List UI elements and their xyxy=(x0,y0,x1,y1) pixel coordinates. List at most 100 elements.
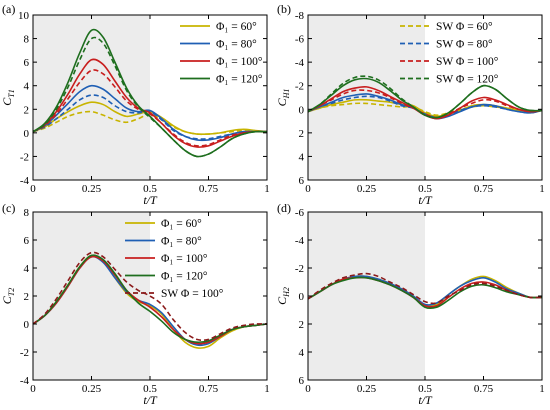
y-tick-label: 2 xyxy=(299,128,305,140)
x-tick-label: 1 xyxy=(539,383,545,395)
y-axis-label: CH2 xyxy=(275,287,291,305)
series-line xyxy=(33,251,267,341)
y-tick-label: 4 xyxy=(299,347,305,359)
legend-label: SW Φ = 60° xyxy=(436,21,493,33)
x-axis-label: t/T xyxy=(418,393,433,407)
y-tick-label: 8 xyxy=(24,207,30,219)
y-tick-label: 2 xyxy=(299,319,305,331)
legend-label: SW Φ = 100° xyxy=(436,56,499,68)
series-line xyxy=(33,254,267,344)
y-axis-label: CT2 xyxy=(0,288,16,304)
y-axis-label: CH1 xyxy=(275,89,291,107)
legend: Φ₁ = 60° Φ₁ = 80° Φ₁ = 100° Φ₁ = 120° SW Φ =… xyxy=(125,218,224,300)
y-axis-label-sub: T2 xyxy=(7,288,16,296)
panel-label: (b) xyxy=(277,2,291,16)
y-tick-label: -2 xyxy=(295,81,304,93)
legend-label: Φ₁ = 100° xyxy=(161,253,208,265)
x-tick-label: 0.5 xyxy=(143,383,157,395)
y-tick-label: -8 xyxy=(295,10,305,22)
series-group xyxy=(308,272,542,310)
y-axis-label: CT1 xyxy=(0,89,16,105)
y-tick-label: 6 xyxy=(24,235,30,247)
series-line xyxy=(308,95,542,119)
series-group xyxy=(33,251,267,349)
legend-label: SW Φ = 120° xyxy=(436,74,499,86)
y-tick-label: -4 xyxy=(20,375,30,387)
series-line xyxy=(33,58,267,148)
series-line xyxy=(308,98,542,118)
x-tick-label: 0 xyxy=(30,383,36,395)
y-tick-label: -2 xyxy=(20,347,29,359)
legend: Φ₁ = 60° Φ₁ = 80° Φ₁ = 100° Φ₁ = 120° xyxy=(180,21,263,86)
x-tick-label: 0 xyxy=(305,183,311,195)
y-tick-label: 0 xyxy=(299,291,305,303)
y-tick-label: 4 xyxy=(24,81,30,93)
series-line xyxy=(33,36,267,158)
panel-d: 0 0.25 0.5 0.75 1 -6 -4 -2 0 2 4 6 (d) t/T CH2 xyxy=(275,201,545,407)
x-tick-label: 0.5 xyxy=(418,383,432,395)
legend-label: Φ₁ = 100° xyxy=(216,56,263,68)
panel-a: 0 0.25 0.5 0.75 1 -4 -2 0 2 4 6 8 10(a) t/T CT1 Φ₁ = 60… xyxy=(0,2,270,207)
y-axis-label-main: C xyxy=(275,97,289,106)
y-tick-label: 2 xyxy=(24,291,30,303)
x-tick-label: 0.5 xyxy=(418,183,432,195)
legend-label: SW Φ = 100° xyxy=(161,288,224,300)
y-axis-label-main: C xyxy=(275,296,289,305)
panel-b: 0 0.25 0.5 0.75 1 -8 -6 -4 -2 0 2 4 6 (b) t/T CH1 SW Φ =… xyxy=(275,2,545,207)
x-axis-label: t/T xyxy=(143,393,158,407)
y-tick-label: -4 xyxy=(20,175,30,187)
x-tick-label: 0.25 xyxy=(82,183,102,195)
series-line xyxy=(308,276,542,308)
y-tick-label: 8 xyxy=(24,34,30,46)
y-axis-label-sub: H1 xyxy=(282,89,291,100)
y-tick-label: -4 xyxy=(295,57,305,69)
y-tick-label: 2 xyxy=(24,104,30,116)
y-tick-label: 6 xyxy=(299,175,305,187)
y-tick-label: 4 xyxy=(299,151,305,163)
series-line xyxy=(33,69,267,147)
legend-label: Φ₁ = 60° xyxy=(161,218,202,230)
y-tick-label: 0 xyxy=(24,319,30,331)
series-line xyxy=(308,276,542,310)
legend-label: Φ₁ = 120° xyxy=(216,74,263,86)
y-tick-label: -6 xyxy=(295,34,305,46)
x-tick-label: 0.5 xyxy=(143,183,157,195)
y-axis-label-main: C xyxy=(0,295,14,304)
series-group xyxy=(308,75,542,120)
legend-label: Φ₁ = 80° xyxy=(216,39,257,51)
y-tick-label: -6 xyxy=(295,207,305,219)
legend-label: SW Φ = 80° xyxy=(436,39,493,51)
shaded-region xyxy=(308,212,425,380)
y-tick-label: 4 xyxy=(24,263,30,275)
x-tick-label: 0.75 xyxy=(474,383,494,395)
legend-label: Φ₁ = 80° xyxy=(161,236,202,248)
y-tick-label: 0 xyxy=(24,128,30,140)
y-tick-label: 0 xyxy=(299,104,305,116)
series-group xyxy=(33,28,267,158)
x-tick-label: 1 xyxy=(539,183,545,195)
x-tick-label: 0 xyxy=(30,183,36,195)
x-axis-label: t/T xyxy=(143,193,158,207)
series-line xyxy=(308,89,542,119)
y-tick-label: -2 xyxy=(20,151,29,163)
x-tick-label: 1 xyxy=(264,183,270,195)
series-line xyxy=(308,272,542,305)
x-tick-label: 0.75 xyxy=(474,183,494,195)
y-axis-label-sub: T1 xyxy=(7,89,16,97)
x-tick-label: 0.75 xyxy=(199,383,219,395)
y-tick-label: 6 xyxy=(299,375,305,387)
y-tick-label: 6 xyxy=(24,57,30,69)
x-tick-label: 1 xyxy=(264,383,270,395)
y-tick-label: -2 xyxy=(295,263,304,275)
shaded-region xyxy=(308,15,425,180)
series-line xyxy=(308,75,542,119)
legend-label: Φ₁ = 60° xyxy=(216,21,257,33)
series-line xyxy=(33,94,267,140)
legend-label: Φ₁ = 120° xyxy=(161,271,208,283)
y-tick-label: 10 xyxy=(18,10,30,22)
panel-label: (d) xyxy=(277,201,291,215)
x-tick-label: 0.25 xyxy=(82,383,102,395)
x-tick-label: 0.25 xyxy=(357,183,377,195)
